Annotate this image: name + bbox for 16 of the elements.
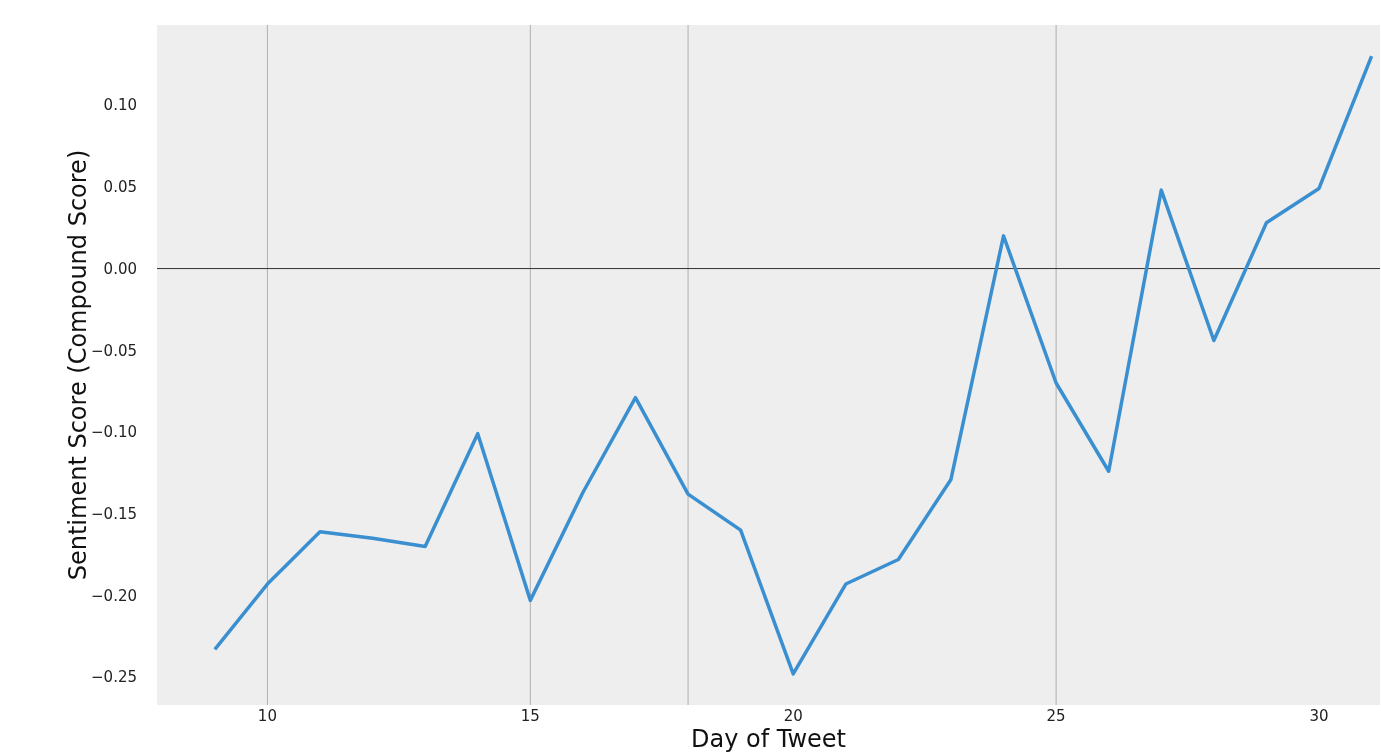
- y-tick-label: −0.20: [91, 586, 137, 605]
- x-axis-title: Day of Tweet: [690, 725, 847, 753]
- y-tick-label: 0.10: [103, 96, 137, 115]
- y-tick-label: 0.05: [103, 178, 137, 197]
- x-tick-label: 15: [520, 707, 540, 725]
- y-tick-label: 0.00: [103, 259, 137, 278]
- x-tick-label: 25: [1046, 707, 1066, 725]
- y-tick-label: −0.05: [91, 341, 137, 360]
- x-tick-label: 30: [1309, 707, 1329, 725]
- x-tick-label: 20: [783, 707, 803, 725]
- x-tick-label: 10: [257, 707, 277, 725]
- y-tick-label: −0.25: [91, 668, 137, 687]
- line-series: [213, 54, 1374, 676]
- y-tick-label: −0.10: [91, 423, 137, 442]
- y-axis-title: Sentiment Score (Compound Score): [64, 149, 92, 581]
- y-tick-label: −0.15: [91, 505, 137, 523]
